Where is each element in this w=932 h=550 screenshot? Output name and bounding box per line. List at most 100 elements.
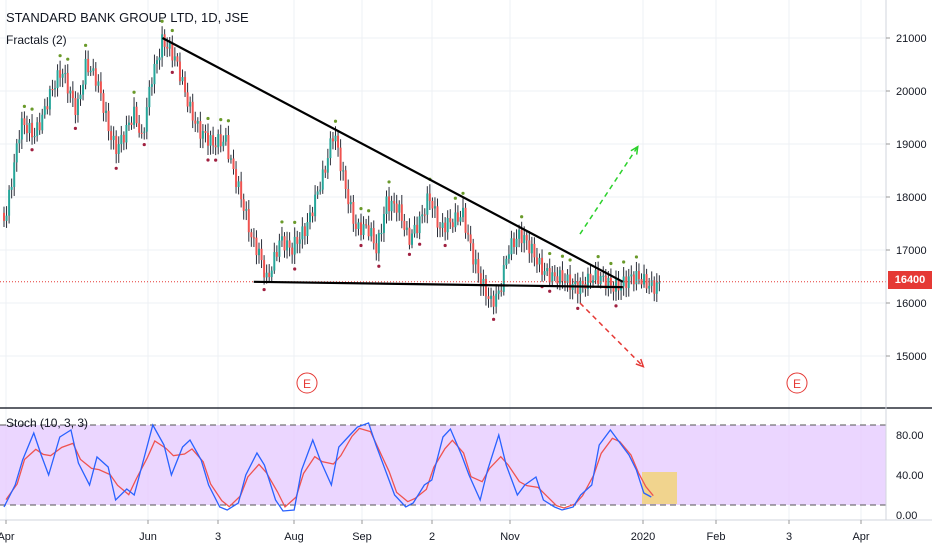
fractal-up-marker <box>387 180 391 184</box>
candle-body <box>421 214 424 217</box>
candle-body <box>115 135 118 154</box>
candle-body <box>477 259 480 274</box>
candle-body <box>196 121 199 124</box>
candle-body <box>66 72 69 94</box>
candle-body <box>250 232 253 238</box>
candle-body <box>204 131 207 133</box>
candle-body <box>362 224 365 235</box>
candle-body <box>497 290 500 294</box>
candle-body <box>640 279 643 285</box>
fractal-up-marker <box>66 57 70 61</box>
candle-body <box>288 240 291 248</box>
fractal-down-marker <box>418 242 422 246</box>
time-tick-label: 3 <box>786 531 792 543</box>
fractal-up-marker <box>461 191 465 195</box>
candle-body <box>604 275 607 289</box>
stoch-indicator-label[interactable]: Stoch (10, 3, 3) <box>6 416 89 430</box>
earnings-marker-circle <box>296 372 318 394</box>
candle-body <box>456 212 459 222</box>
fractal-down-marker <box>214 158 218 162</box>
candle-body <box>209 135 212 146</box>
candle-body <box>635 270 638 285</box>
candle-body <box>107 110 110 132</box>
fractal-up-marker <box>226 119 230 123</box>
time-axis[interactable]: Apr Jun 3 Aug Sep 2 Nov 2020 Feb 3 Apr <box>0 520 870 543</box>
fractal-down-marker <box>73 126 77 130</box>
candle-body <box>207 132 209 146</box>
resistance-trendline[interactable] <box>161 37 624 283</box>
candle-body <box>186 92 189 107</box>
fractal-down-marker <box>142 142 146 147</box>
earnings-marker-circle <box>786 372 808 394</box>
candle-body <box>418 216 421 234</box>
candle-body <box>237 181 240 187</box>
fractals-indicator-label[interactable]: Fractals (2) <box>6 33 67 47</box>
candle-body <box>393 200 396 204</box>
candle-body <box>89 70 92 73</box>
candle-body <box>10 186 13 190</box>
candle-body <box>314 194 317 217</box>
candle-body <box>143 131 146 133</box>
candle-body <box>502 265 505 292</box>
candle-body <box>482 278 485 287</box>
candle-body <box>229 158 232 160</box>
time-tick-label: 2020 <box>631 531 655 543</box>
candle-body <box>535 257 538 265</box>
candle-body <box>533 243 536 258</box>
candle-body <box>586 273 589 289</box>
fractal-down-marker <box>548 289 552 293</box>
candle-body <box>260 248 263 261</box>
candle-body <box>388 196 391 212</box>
candle-body <box>513 238 515 248</box>
candle-body <box>495 293 498 307</box>
candle-body <box>265 272 268 278</box>
fractal-up-marker <box>293 220 297 224</box>
fractal-down-marker <box>170 70 174 74</box>
candle-body <box>607 277 610 289</box>
candle-body <box>3 212 5 221</box>
candle-body <box>538 257 541 265</box>
candle-body <box>191 101 194 121</box>
stoch-axis[interactable]: 80.00 40.00 0.00 <box>896 430 924 522</box>
candle-body <box>630 274 633 277</box>
candle-body <box>117 144 120 154</box>
candle-body <box>658 282 661 284</box>
candle-body <box>357 222 360 229</box>
candle-body <box>8 189 11 216</box>
candle-body <box>525 235 528 241</box>
candle-body <box>436 206 439 228</box>
price-axis[interactable]: 21000 20000 19000 18000 17000 16000 15000 <box>886 33 927 363</box>
candle-body <box>31 122 34 138</box>
candle-body <box>543 271 546 275</box>
candle-body <box>158 57 161 61</box>
stoch-tick-label: 80.00 <box>896 430 924 442</box>
candle-body <box>201 131 204 139</box>
candle-body <box>551 272 554 283</box>
fractal-down-marker <box>293 267 297 271</box>
candle-body <box>599 276 602 284</box>
candle-body <box>612 285 615 292</box>
fractal-down-marker <box>262 287 266 292</box>
candle-body <box>342 170 345 172</box>
candle-body <box>469 234 472 244</box>
candle-body <box>459 217 462 222</box>
candle-body <box>541 257 544 275</box>
candle-body <box>403 220 406 230</box>
candle-body <box>324 169 327 173</box>
candle-body <box>400 204 403 221</box>
candle-body <box>326 158 329 173</box>
projection-arrows[interactable] <box>579 145 645 368</box>
fractal-up-marker <box>560 254 565 258</box>
stoch-tick-label: 40.00 <box>896 470 924 482</box>
price-tick-label: 21000 <box>896 33 927 45</box>
candle-body <box>561 270 564 282</box>
candle-body <box>423 214 426 216</box>
candle-body <box>38 122 41 131</box>
candle-body <box>446 218 449 233</box>
candle-body <box>352 202 355 224</box>
candle-body <box>505 258 508 266</box>
support-trendline[interactable] <box>253 280 623 289</box>
candle-body <box>390 200 393 212</box>
